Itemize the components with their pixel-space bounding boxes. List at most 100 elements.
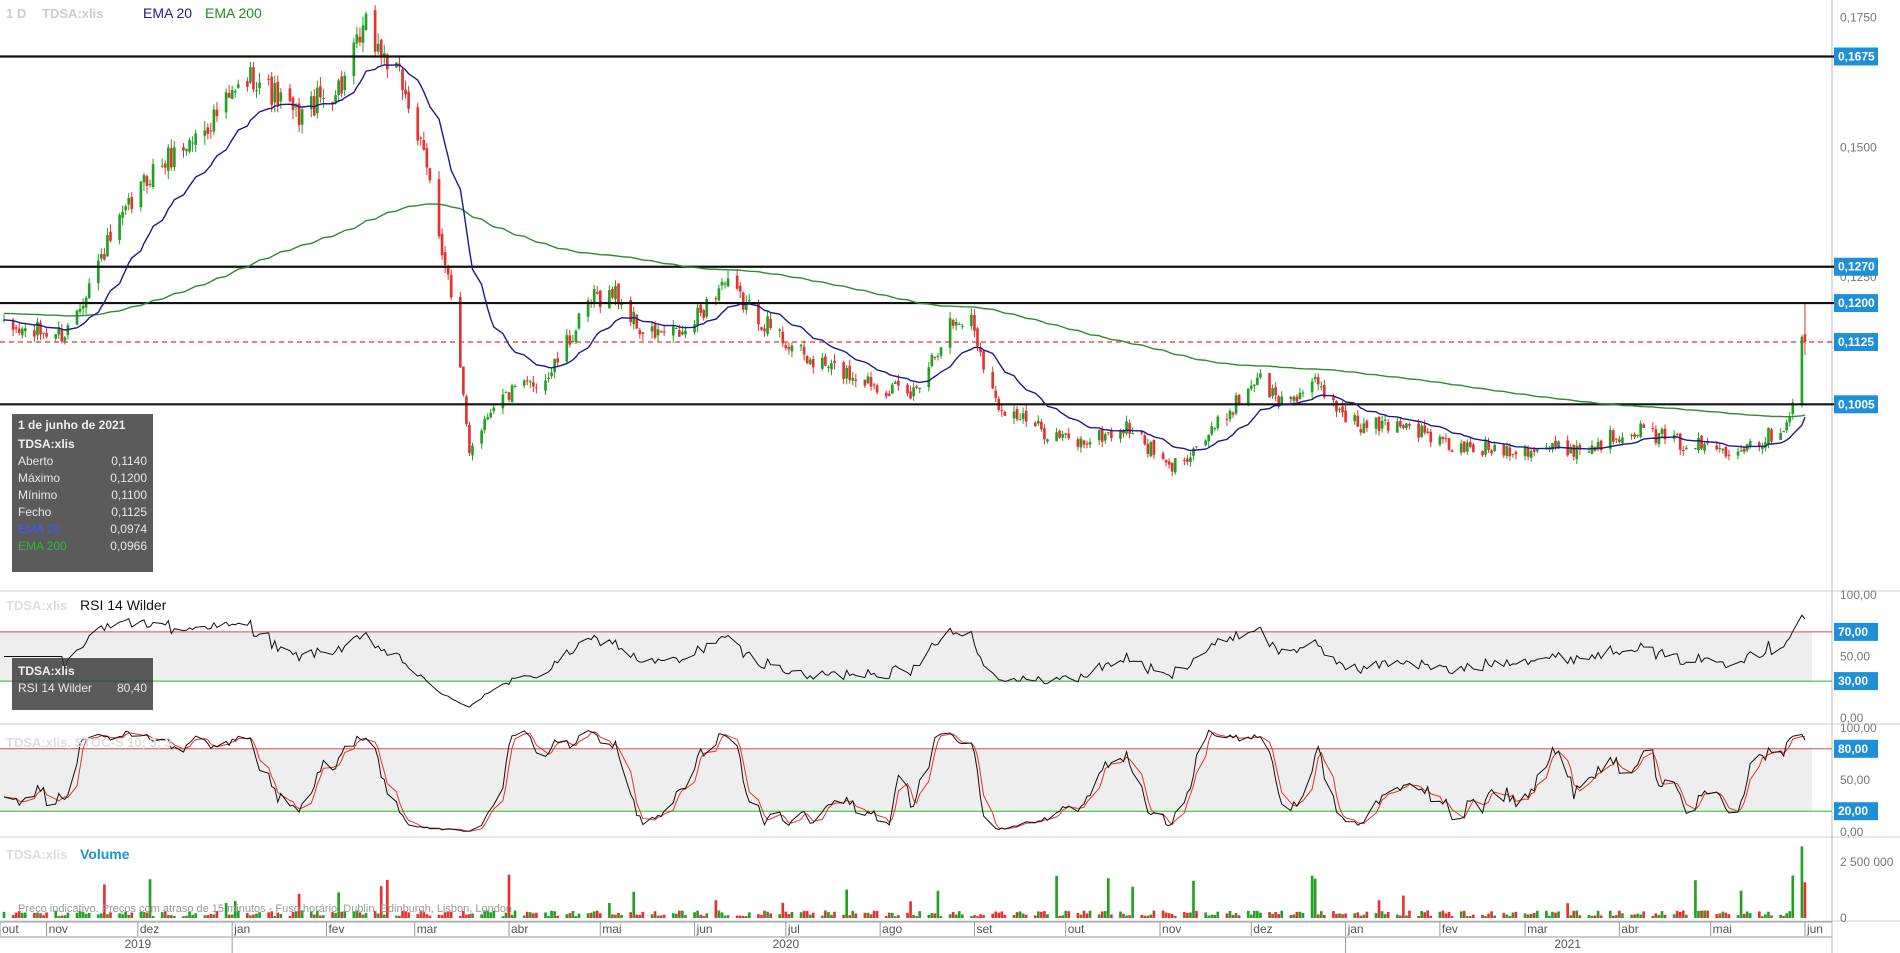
volume-bar [763,910,766,918]
candle-body [1468,442,1472,447]
candle-body [1125,421,1128,434]
volume-bar [1055,875,1058,918]
volume-bar [483,910,486,918]
candle-body [340,76,344,94]
candle-body [373,10,377,52]
price-level-label: 0,1270 [1838,260,1875,274]
year-label: 2020 [772,937,799,951]
candle-body [1429,431,1433,443]
volume-bar [787,914,791,918]
candle-body [1523,447,1527,457]
volume-bar [641,911,645,918]
candle-body [142,175,146,183]
candle-body [824,356,827,366]
candle-body [1493,445,1496,452]
candle-body [1447,438,1451,450]
volume-bar [991,913,995,918]
candle-body [696,307,699,326]
volume-bar [428,915,432,918]
candle-body [1353,415,1357,422]
volume-bar [142,912,146,918]
volume-bar [735,915,739,918]
volume-bar [1502,912,1506,918]
volume-bar [1548,915,1551,918]
candle-body [1277,396,1280,407]
candle-body [401,69,404,91]
volume-bar [1697,910,1700,918]
volume-bar [1058,915,1061,918]
volume-bar [1724,912,1728,918]
volume-bar [316,910,319,918]
candle-body [148,183,152,185]
candle-body [848,365,852,380]
candle-body [358,36,362,43]
candle-body [1082,440,1086,445]
volume-bar [36,912,39,918]
volume-bar [811,912,815,918]
volume-bar [778,914,782,918]
volume-bar [863,912,867,918]
candle-body [1660,429,1664,434]
volume-bar [1237,915,1241,918]
volume-bar [1505,914,1509,918]
candle-body [288,88,292,102]
volume-bar [343,910,347,918]
volume-bar [446,911,450,918]
volume-bar [437,914,441,918]
volume-bar [957,911,961,918]
candle-body [300,109,304,125]
volume-bar [124,911,128,918]
tooltip-row-low: Mínimo 0,1100 [18,488,147,502]
volume-bar [586,913,590,918]
candle-body [939,347,943,356]
volume-bar [936,890,940,918]
volume-bar [267,912,270,918]
volume-bar [1767,911,1770,918]
volume-bar [556,915,559,918]
volume-bar [1152,910,1156,918]
volume-bar [544,912,547,918]
candle-body [11,319,15,330]
volume-bar [11,915,15,918]
candle-body [1359,429,1363,433]
volume-bar [1472,914,1475,918]
candle-body [1280,396,1284,405]
candle-body [1715,445,1719,450]
tooltip-symbol: TDSA:xlis [18,437,75,451]
candle-body [598,290,602,307]
volume-bar [1012,914,1016,918]
candle-body [1739,450,1743,452]
candle-body [343,75,347,90]
candle-body [100,254,103,259]
volume-bar [84,913,88,918]
volume-bar [1033,915,1037,918]
candle-body [45,333,48,337]
candle-body [1803,334,1807,343]
candle-body [1675,433,1679,435]
volume-bar [255,913,258,918]
candle-body [778,329,782,331]
volume-bar [173,915,176,918]
tooltip-row-high: Máximo 0,1200 [18,471,147,485]
volume-bar [1362,914,1366,918]
timeframe-label: 1 D [6,6,26,21]
candle-body [744,302,748,311]
candle-body [1529,451,1533,458]
rsi-line [4,614,1806,708]
candle-body [163,163,167,168]
candle-body [145,176,149,186]
candle-body [766,316,769,335]
candle-body [1502,444,1506,456]
candle-body [337,80,340,95]
volume-bar [337,892,340,918]
candle-body [81,305,85,309]
volume-bar [1341,914,1344,918]
candle-body [1697,437,1700,451]
candle-body [674,328,678,330]
volume-bar [258,912,261,918]
volume-bar [382,914,386,918]
candle-body [1341,406,1344,413]
volume-bar [705,913,709,918]
volume-bar [443,912,447,918]
